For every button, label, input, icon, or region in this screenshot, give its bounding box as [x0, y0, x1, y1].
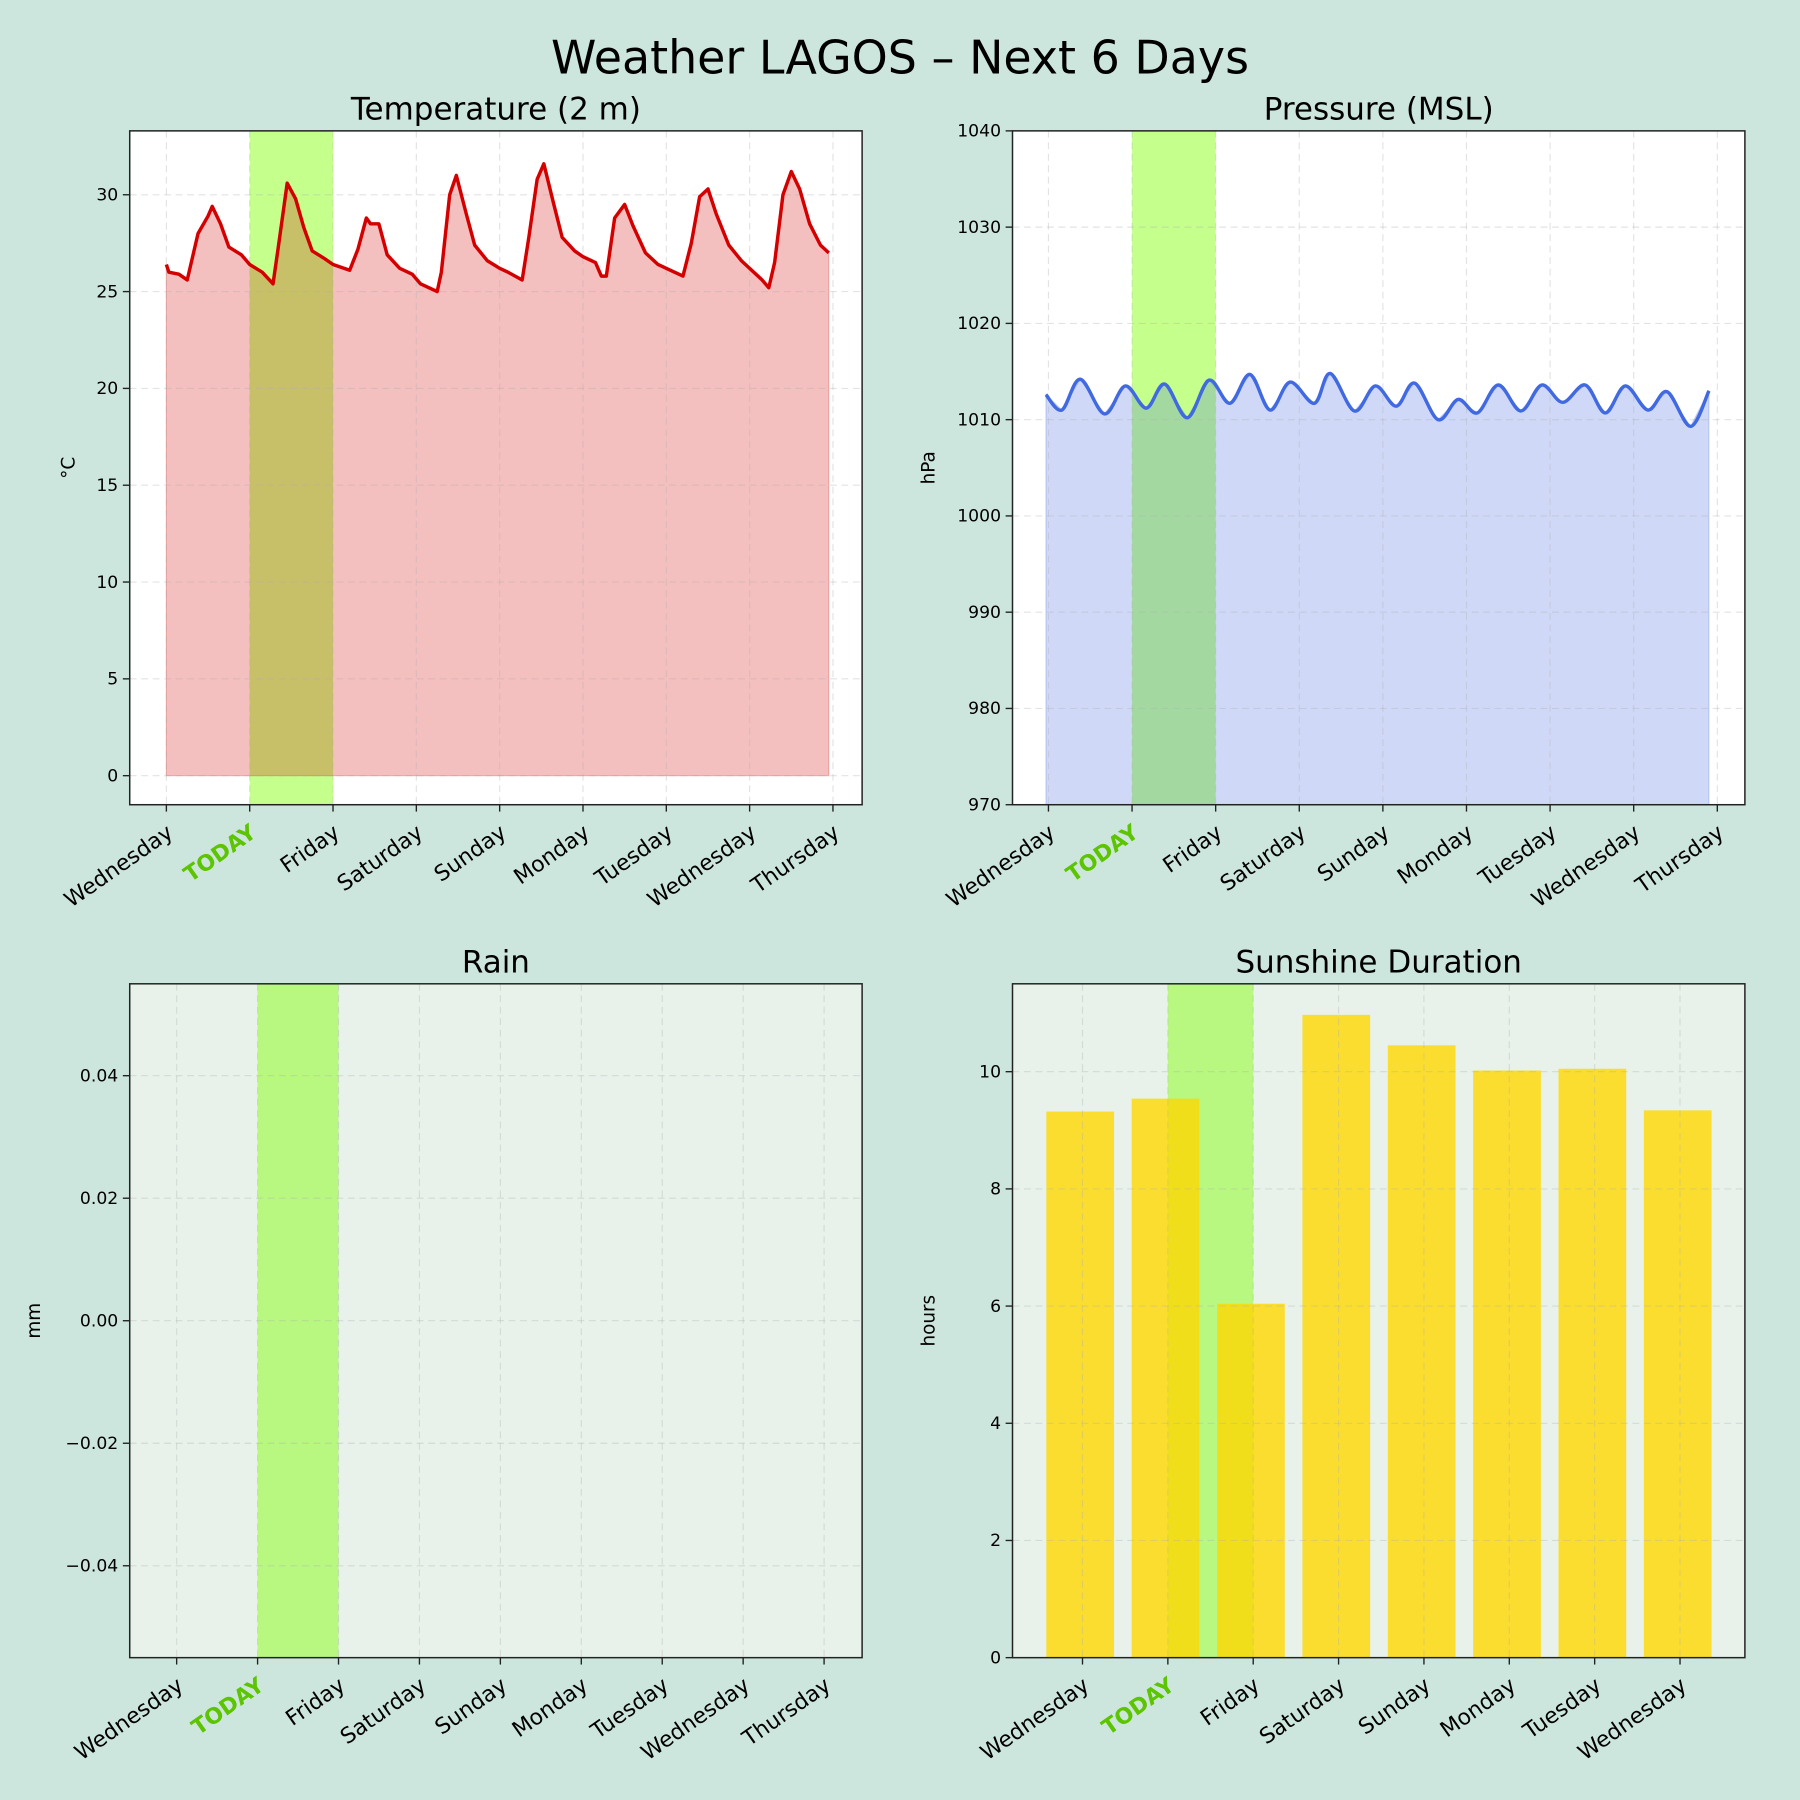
temperature-y-tick-label: 0: [107, 766, 118, 786]
pressure-chart: Pressure (MSL) hPa 970 980 990 1000 1010 1020 10…: [918, 91, 1746, 913]
sunshine-y-tick-label: 8: [990, 1180, 1001, 1200]
temperature-y-axis-label: °C: [59, 457, 80, 479]
sunshine-bar: [1387, 1045, 1456, 1658]
pressure-title: Pressure (MSL): [1264, 91, 1494, 127]
rain-y-tick-label: −0.02: [66, 1434, 119, 1454]
figure-title: Weather LAGOS – Next 6 Days: [551, 30, 1249, 84]
rain-y-tick-label: 0.00: [80, 1311, 118, 1331]
temperature-today-highlight: [249, 130, 334, 805]
pressure-y-tick-label: 1020: [957, 314, 1001, 334]
sunshine-y-tick-label: 6: [990, 1297, 1001, 1317]
temperature-y-tick-label: 30: [96, 186, 118, 206]
pressure-area-fill: [1045, 372, 1710, 806]
temperature-line: [164, 162, 830, 294]
sunshine-y-axis-label: hours: [918, 1295, 939, 1347]
pressure-line: [1044, 371, 1711, 429]
rain-y-tick-label: 0.04: [80, 1066, 118, 1086]
temperature-y-tick-label: 25: [96, 282, 118, 302]
temperature-axes-frame: [128, 130, 863, 806]
pressure-y-tick-label: 1000: [957, 507, 1001, 527]
temperature-y-tick-label: 15: [96, 476, 118, 496]
temperature-y-tick-label: 20: [96, 379, 118, 399]
pressure-y-tick-label: 1010: [957, 410, 1001, 430]
sunshine-title: Sunshine Duration: [1235, 944, 1521, 980]
sunshine-bar: [1217, 1303, 1285, 1658]
sunshine-bar: [1558, 1068, 1627, 1658]
sunshine-y-tick-label: 4: [990, 1414, 1001, 1434]
rain-plot-area: [129, 983, 863, 1658]
temperature-y-tick-label: 5: [107, 670, 118, 690]
pressure-y-tick-label: 1030: [957, 218, 1001, 238]
sunshine-axes-frame: [1011, 983, 1746, 1659]
pressure-y-tick-label: 970: [968, 795, 1001, 815]
pressure-y-axis-label: hPa: [918, 451, 939, 484]
rain-y-axis-label: mm: [24, 1303, 45, 1339]
sunshine-bar: [1302, 1014, 1371, 1658]
temperature-title: Temperature (2 m): [350, 91, 641, 127]
pressure-plot-area: [1012, 130, 1745, 805]
temperature-plot-area: [129, 130, 863, 805]
sunshine-y-tick-label: 0: [990, 1648, 1001, 1668]
temperature-y-tick-label: 10: [96, 573, 118, 593]
pressure-today-highlight: [1132, 130, 1216, 805]
rain-today-highlight: [257, 983, 339, 1658]
pressure-y-tick-label: 980: [968, 699, 1001, 719]
sunshine-bar: [1131, 1098, 1200, 1658]
sunshine-bar: [1473, 1070, 1541, 1658]
rain-y-tick-label: 0.02: [80, 1189, 118, 1209]
temperature-chart: Temperature (2 m)°C051015202530Wednesday…: [59, 91, 863, 913]
pressure-y-tick-label: 990: [968, 603, 1001, 623]
sunshine-bar: [1643, 1110, 1712, 1658]
pressure-y-tick-label: 1040: [957, 122, 1001, 142]
sunshine-plot-area: [1012, 983, 1745, 1658]
rain-title: Rain: [462, 944, 530, 980]
pressure-axes-frame: [1011, 130, 1746, 806]
rain-y-tick-label: −0.04: [66, 1557, 119, 1577]
sunshine-y-tick-label: 10: [979, 1062, 1001, 1082]
sunshine-bar: [1046, 1111, 1115, 1658]
sunshine-y-tick-label: 2: [990, 1531, 1001, 1551]
